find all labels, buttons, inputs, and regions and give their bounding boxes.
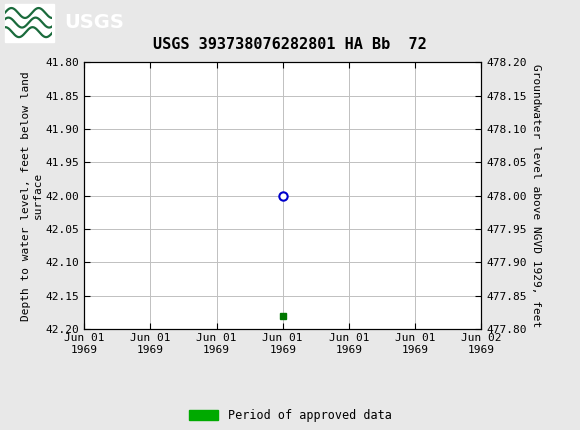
FancyBboxPatch shape <box>5 3 54 42</box>
Text: USGS: USGS <box>64 13 124 32</box>
Legend: Period of approved data: Period of approved data <box>188 409 392 422</box>
Y-axis label: Depth to water level, feet below land
surface: Depth to water level, feet below land su… <box>21 71 43 320</box>
Text: USGS 393738076282801 HA Bb  72: USGS 393738076282801 HA Bb 72 <box>153 37 427 52</box>
Y-axis label: Groundwater level above NGVD 1929, feet: Groundwater level above NGVD 1929, feet <box>531 64 541 327</box>
